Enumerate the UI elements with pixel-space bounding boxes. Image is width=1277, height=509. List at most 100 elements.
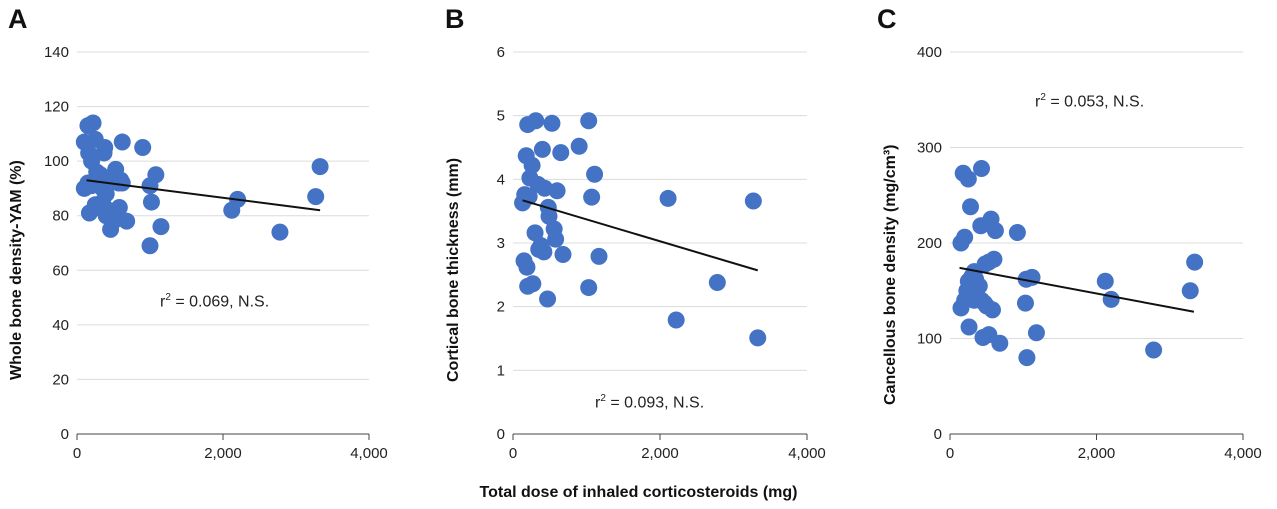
data-point xyxy=(960,318,978,336)
data-point xyxy=(147,166,165,184)
trendline xyxy=(522,199,759,272)
data-point xyxy=(991,334,1009,352)
x-tick-label: 0 xyxy=(509,445,517,462)
data-point xyxy=(141,237,159,255)
x-tick-label: 0 xyxy=(946,445,954,462)
data-point xyxy=(744,192,762,210)
x-tick-label: 4,000 xyxy=(350,445,388,462)
data-point xyxy=(970,277,988,295)
r2-annotation: r2 = 0.053, N.S. xyxy=(1035,92,1145,111)
panel-letter: A xyxy=(8,4,28,34)
scatter-plot: 0 1 2 3 4 5 6 0 2,000 4,000 xyxy=(497,44,826,462)
data-point xyxy=(142,193,160,211)
data-point xyxy=(985,250,1003,268)
y-tick-label: 3 xyxy=(497,235,505,252)
y-tick-label: 80 xyxy=(52,208,69,225)
data-point xyxy=(586,165,604,183)
y-tick-label: 100 xyxy=(917,331,942,348)
data-point xyxy=(708,273,726,291)
data-point xyxy=(956,228,974,246)
data-point xyxy=(1016,294,1034,312)
data-point xyxy=(570,137,588,155)
x-tick-label: 2,000 xyxy=(1078,445,1116,462)
r2-annotation: r2 = 0.093, N.S. xyxy=(595,393,705,412)
panel-a: A Whole bone density-YAM (%) r2 = 0.069,… xyxy=(0,0,420,470)
data-point xyxy=(110,199,128,217)
r2-annotation: r2 = 0.069, N.S. xyxy=(160,292,270,311)
data-point xyxy=(526,224,544,242)
y-tick-label: 1 xyxy=(497,362,505,379)
data-point xyxy=(533,140,551,158)
data-point xyxy=(580,112,598,130)
y-tick-label: 60 xyxy=(52,262,69,279)
y-tick-label: 200 xyxy=(917,235,942,252)
x-tick-label: 2,000 xyxy=(204,445,242,462)
data-point xyxy=(1027,324,1045,342)
y-tick-label: 4 xyxy=(497,171,505,188)
data-point xyxy=(1102,290,1120,308)
y-tick-label: 140 xyxy=(44,44,69,61)
y-tick-label: 5 xyxy=(497,108,505,125)
data-point xyxy=(983,301,1001,319)
data-point xyxy=(118,212,136,230)
data-point xyxy=(113,133,131,151)
data-point xyxy=(554,245,572,263)
y-tick-label: 0 xyxy=(61,426,69,443)
y-tick-label: 40 xyxy=(52,317,69,334)
data-point xyxy=(523,156,541,174)
data-point xyxy=(952,299,970,317)
x-axis-label: Total dose of inhaled corticosteroids (m… xyxy=(479,484,798,501)
data-point xyxy=(547,230,565,248)
y-tick-label: 0 xyxy=(934,426,942,443)
data-point xyxy=(962,198,980,216)
data-point xyxy=(667,311,685,329)
data-point xyxy=(527,112,545,130)
data-point xyxy=(540,207,558,225)
y-tick-label: 2 xyxy=(497,299,505,316)
x-tick-label: 4,000 xyxy=(1224,445,1262,462)
y-tick-label: 100 xyxy=(44,153,69,170)
data-point xyxy=(959,170,977,188)
data-point xyxy=(659,189,677,207)
data-point xyxy=(1186,253,1204,271)
data-point xyxy=(548,182,566,200)
trendline xyxy=(959,266,1195,313)
x-tick-label: 4,000 xyxy=(788,445,826,462)
data-point xyxy=(1145,341,1163,359)
data-point xyxy=(543,114,561,132)
data-point xyxy=(580,279,598,297)
y-tick-label: 120 xyxy=(44,99,69,116)
x-tick-label: 2,000 xyxy=(641,445,679,462)
data-point xyxy=(152,218,170,236)
scatter-plot: 0 100 200 300 400 0 2,000 4,000 xyxy=(917,44,1262,462)
x-tick-label: 0 xyxy=(73,445,81,462)
data-point xyxy=(271,223,289,241)
y-tick-label: 20 xyxy=(52,371,69,388)
panel-b: B Cortical bone thickness (mm) r2 = 0.09… xyxy=(430,0,850,470)
data-point xyxy=(583,188,601,206)
data-point xyxy=(986,222,1004,240)
data-point xyxy=(1008,223,1026,241)
data-point xyxy=(1181,282,1199,300)
data-point xyxy=(311,158,329,176)
data-point xyxy=(134,139,152,156)
data-point xyxy=(1096,272,1114,290)
trendline xyxy=(86,179,321,212)
scatter-plot: 0 20 40 60 80 100 120 140 0 2,000 4,000 xyxy=(44,44,388,462)
y-tick-label: 300 xyxy=(917,140,942,157)
panel-c: C Cancellous bone density (mg/cm³) r2 = … xyxy=(865,0,1277,470)
data-point xyxy=(518,258,536,276)
data-point xyxy=(972,160,990,178)
y-tick-label: 0 xyxy=(497,426,505,443)
panel-letter: B xyxy=(445,4,465,34)
data-point xyxy=(84,114,102,132)
panel-letter: C xyxy=(877,4,897,34)
data-point xyxy=(539,290,557,308)
data-point xyxy=(552,144,570,162)
data-point xyxy=(749,329,767,347)
data-point xyxy=(590,247,608,265)
y-tick-label: 400 xyxy=(917,44,942,61)
data-point xyxy=(519,277,537,295)
data-point xyxy=(307,188,325,206)
y-tick-label: 6 xyxy=(497,44,505,61)
